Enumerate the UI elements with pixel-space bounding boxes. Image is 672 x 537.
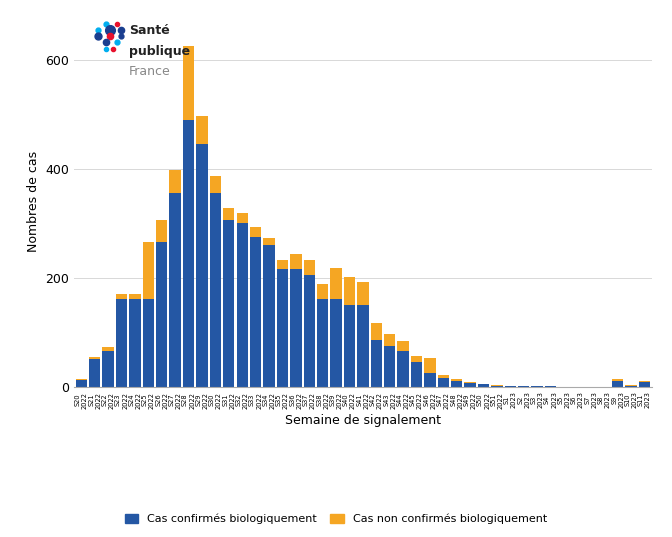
Bar	[626, 386, 637, 387]
Bar	[183, 46, 194, 120]
Bar	[223, 221, 235, 387]
Bar	[129, 300, 140, 387]
Bar	[358, 305, 368, 387]
Bar	[304, 260, 315, 275]
Bar	[317, 300, 329, 387]
Bar	[358, 282, 368, 305]
Text: publique: publique	[129, 45, 190, 57]
Bar	[451, 381, 462, 387]
Bar	[344, 277, 355, 305]
Bar	[532, 386, 543, 387]
Bar	[491, 385, 503, 386]
Bar	[424, 373, 435, 387]
Text: France: France	[129, 65, 171, 78]
Bar	[612, 381, 624, 387]
Bar	[491, 386, 503, 387]
Bar	[250, 237, 261, 387]
Bar	[210, 176, 221, 193]
Bar	[331, 268, 342, 300]
Bar	[116, 300, 127, 387]
Bar	[237, 223, 248, 387]
Bar	[142, 300, 154, 387]
Bar	[89, 359, 100, 387]
Bar	[451, 379, 462, 381]
Bar	[102, 347, 114, 351]
Legend: Cas confirmés biologiquement, Cas non confirmés biologiquement: Cas confirmés biologiquement, Cas non co…	[121, 509, 551, 529]
Bar	[464, 382, 476, 383]
Bar	[626, 385, 637, 386]
Bar	[237, 213, 248, 223]
Bar	[411, 355, 422, 362]
Bar	[464, 383, 476, 387]
Bar	[250, 227, 261, 237]
Bar	[290, 270, 302, 387]
Bar	[317, 284, 329, 300]
Bar	[545, 386, 556, 387]
Bar	[437, 379, 449, 387]
Bar	[210, 193, 221, 387]
Bar	[277, 270, 288, 387]
Bar	[370, 340, 382, 387]
Bar	[263, 238, 275, 245]
X-axis label: Semaine de signalement: Semaine de signalement	[285, 414, 441, 427]
Bar	[384, 346, 395, 387]
Bar	[411, 362, 422, 387]
Bar	[290, 254, 302, 270]
Bar	[116, 294, 127, 300]
Bar	[639, 382, 650, 387]
Bar	[196, 144, 208, 387]
Bar	[183, 120, 194, 387]
Bar	[263, 245, 275, 387]
Bar	[75, 380, 87, 387]
Bar	[344, 305, 355, 387]
Bar	[424, 358, 435, 373]
Bar	[196, 116, 208, 144]
Bar	[142, 242, 154, 300]
Bar	[612, 379, 624, 381]
Bar	[156, 242, 167, 387]
Bar	[129, 294, 140, 300]
Bar	[89, 357, 100, 359]
Bar	[370, 323, 382, 340]
Bar	[384, 334, 395, 346]
Bar	[277, 260, 288, 270]
Y-axis label: Nombres de cas: Nombres de cas	[27, 151, 40, 252]
Bar	[639, 381, 650, 382]
Text: Santé: Santé	[129, 24, 169, 37]
Bar	[102, 351, 114, 387]
Bar	[478, 384, 489, 387]
Bar	[397, 351, 409, 387]
Bar	[169, 193, 181, 387]
Bar	[518, 386, 530, 387]
Bar	[75, 379, 87, 380]
Bar	[397, 342, 409, 351]
Bar	[505, 386, 516, 387]
Bar	[437, 375, 449, 379]
Bar	[304, 275, 315, 387]
Bar	[331, 300, 342, 387]
Bar	[223, 208, 235, 221]
Bar	[169, 170, 181, 193]
Bar	[156, 221, 167, 242]
